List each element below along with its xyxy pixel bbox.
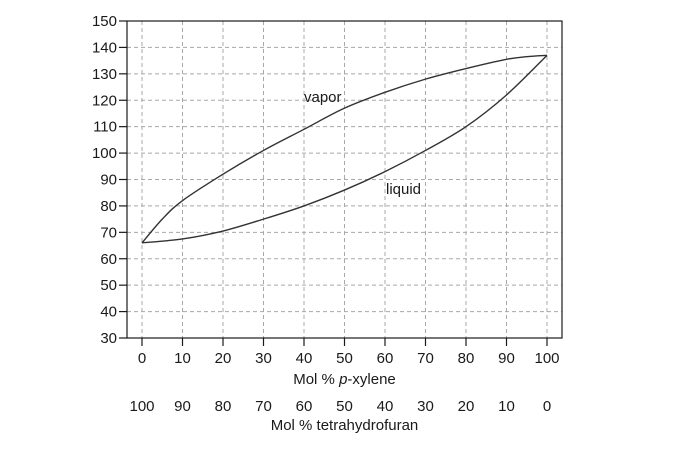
- x-tick-label: 80: [458, 350, 475, 367]
- x2-tick-label: 90: [174, 398, 191, 415]
- y-tick-label: 110: [93, 119, 117, 136]
- x2-tick-label: 60: [296, 398, 313, 415]
- y-tick-label: 90: [100, 172, 117, 189]
- x2-tick-label: 30: [417, 398, 434, 415]
- x-tick-label: 70: [417, 350, 434, 367]
- y-tick-label: 30: [100, 330, 117, 347]
- grid-lines: [127, 21, 562, 338]
- y-tick-label: 140: [92, 39, 117, 56]
- x2-tick-label: 10: [498, 398, 515, 415]
- x-axis-title: Mol % p-xylene: [293, 371, 396, 388]
- y-tick-label: 40: [100, 304, 117, 321]
- x-tick-label: 90: [498, 350, 515, 367]
- x2-tick-label: 0: [543, 398, 551, 415]
- x2-tick-label: 40: [377, 398, 394, 415]
- y-tick-label: 100: [92, 145, 117, 162]
- y-tick-label: 70: [100, 224, 117, 241]
- x2-tick-label: 80: [215, 398, 232, 415]
- x-tick-label: 60: [377, 350, 394, 367]
- x2-tick-label: 70: [255, 398, 272, 415]
- y-tick-label: 150: [92, 13, 117, 30]
- x2-axis-title: Mol % tetrahydrofuran: [271, 417, 419, 434]
- y-tick-label: 120: [92, 92, 117, 109]
- x2-tick-label: 50: [336, 398, 353, 415]
- tick-labels: 0100109020803070406050506040703080209010…: [92, 13, 560, 415]
- x-tick-label: 10: [174, 350, 191, 367]
- y-tick-label: 50: [100, 277, 117, 294]
- x-axis-title-part: p: [338, 371, 347, 388]
- x-axis-title-part: Mol %: [293, 371, 339, 388]
- x-tick-label: 0: [138, 350, 146, 367]
- x2-tick-label: 20: [458, 398, 475, 415]
- x-tick-label: 50: [336, 350, 353, 367]
- x-axis-title-part: -xylene: [347, 371, 395, 388]
- x-tick-label: 100: [534, 350, 559, 367]
- series-label-liquid: liquid: [386, 181, 421, 198]
- x-tick-label: 30: [255, 350, 272, 367]
- series-label-vapor: vapor: [304, 89, 342, 106]
- axis-ticks: [119, 21, 547, 346]
- y-tick-label: 80: [100, 198, 117, 215]
- x2-tick-label: 100: [129, 398, 154, 415]
- x-tick-label: 40: [296, 350, 313, 367]
- x-tick-label: 20: [215, 350, 232, 367]
- y-tick-label: 130: [92, 66, 117, 83]
- y-tick-label: 60: [100, 251, 117, 268]
